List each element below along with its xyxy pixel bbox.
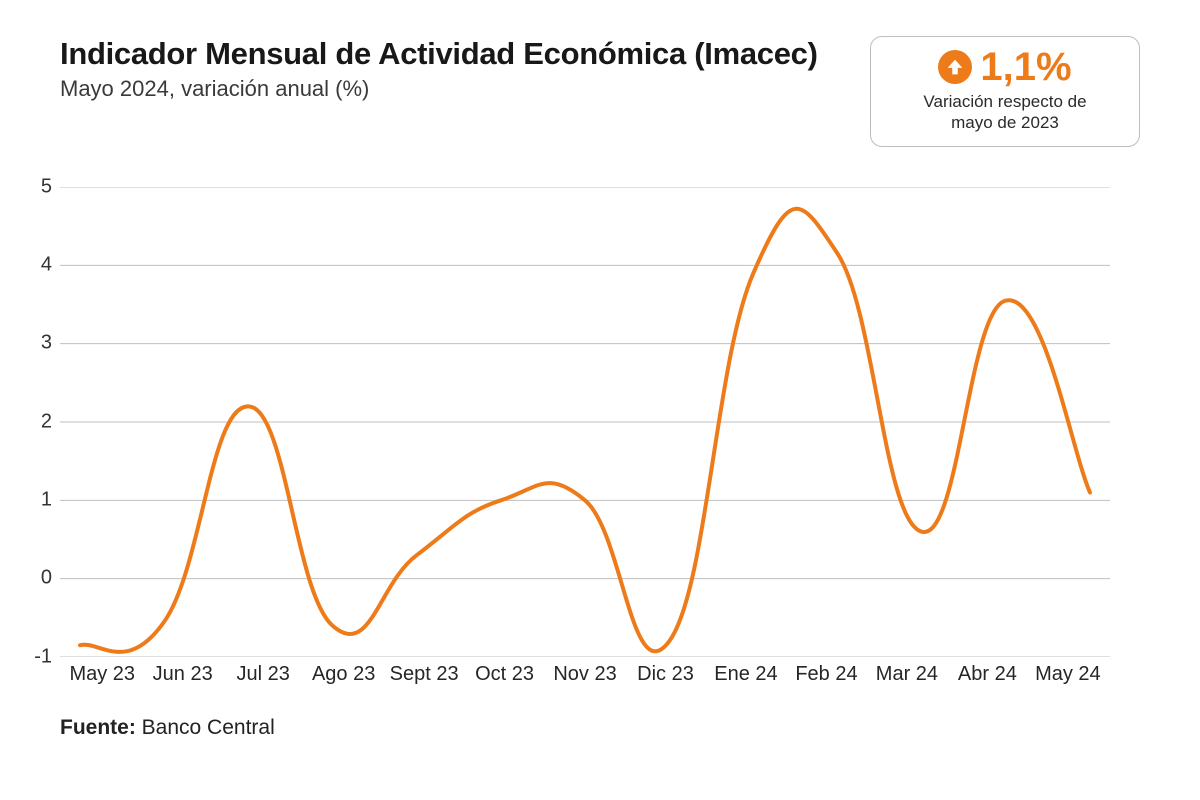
x-tick-label: Jul 23 xyxy=(223,663,303,686)
y-tick-label: 1 xyxy=(41,488,60,511)
plot-area: -1012345 xyxy=(60,187,1110,657)
chart-container: Indicador Mensual de Actividad Económica… xyxy=(0,0,1200,800)
callout-value: 1,1% xyxy=(980,47,1071,87)
x-tick-label: Feb 24 xyxy=(786,663,866,686)
chart-svg xyxy=(60,187,1110,657)
header-row: Indicador Mensual de Actividad Económica… xyxy=(60,36,1140,147)
x-tick-label: Dic 23 xyxy=(625,663,705,686)
x-axis-labels: May 23Jun 23Jul 23Ago 23Sept 23Oct 23Nov… xyxy=(60,663,1110,686)
y-tick-label: 2 xyxy=(41,410,60,433)
source-label: Fuente: xyxy=(60,716,136,739)
chart-subtitle: Mayo 2024, variación anual (%) xyxy=(60,76,870,102)
x-tick-label: Oct 23 xyxy=(464,663,544,686)
arrow-up-icon xyxy=(938,50,972,84)
x-tick-label: Mar 24 xyxy=(867,663,947,686)
y-tick-label: 5 xyxy=(41,175,60,198)
x-tick-label: Jun 23 xyxy=(142,663,222,686)
callout-subtext: Variación respecto demayo de 2023 xyxy=(901,91,1109,134)
x-tick-label: Ene 24 xyxy=(706,663,786,686)
data-series-line xyxy=(80,208,1090,651)
x-tick-label: May 24 xyxy=(1028,663,1108,686)
y-tick-label: 4 xyxy=(41,253,60,276)
x-tick-label: Sept 23 xyxy=(384,663,464,686)
x-tick-label: May 23 xyxy=(62,663,142,686)
x-tick-label: Nov 23 xyxy=(545,663,625,686)
x-tick-label: Ago 23 xyxy=(303,663,383,686)
x-tick-label: Abr 24 xyxy=(947,663,1027,686)
y-tick-label: 0 xyxy=(41,567,60,590)
y-tick-label: -1 xyxy=(34,645,60,668)
titles-block: Indicador Mensual de Actividad Económica… xyxy=(60,36,870,102)
callout-box: 1,1% Variación respecto demayo de 2023 xyxy=(870,36,1140,147)
chart-title: Indicador Mensual de Actividad Económica… xyxy=(60,36,870,72)
callout-top-row: 1,1% xyxy=(901,47,1109,87)
source-line: Fuente: Banco Central xyxy=(60,716,1140,740)
source-text: Banco Central xyxy=(142,716,275,739)
y-tick-label: 3 xyxy=(41,332,60,355)
